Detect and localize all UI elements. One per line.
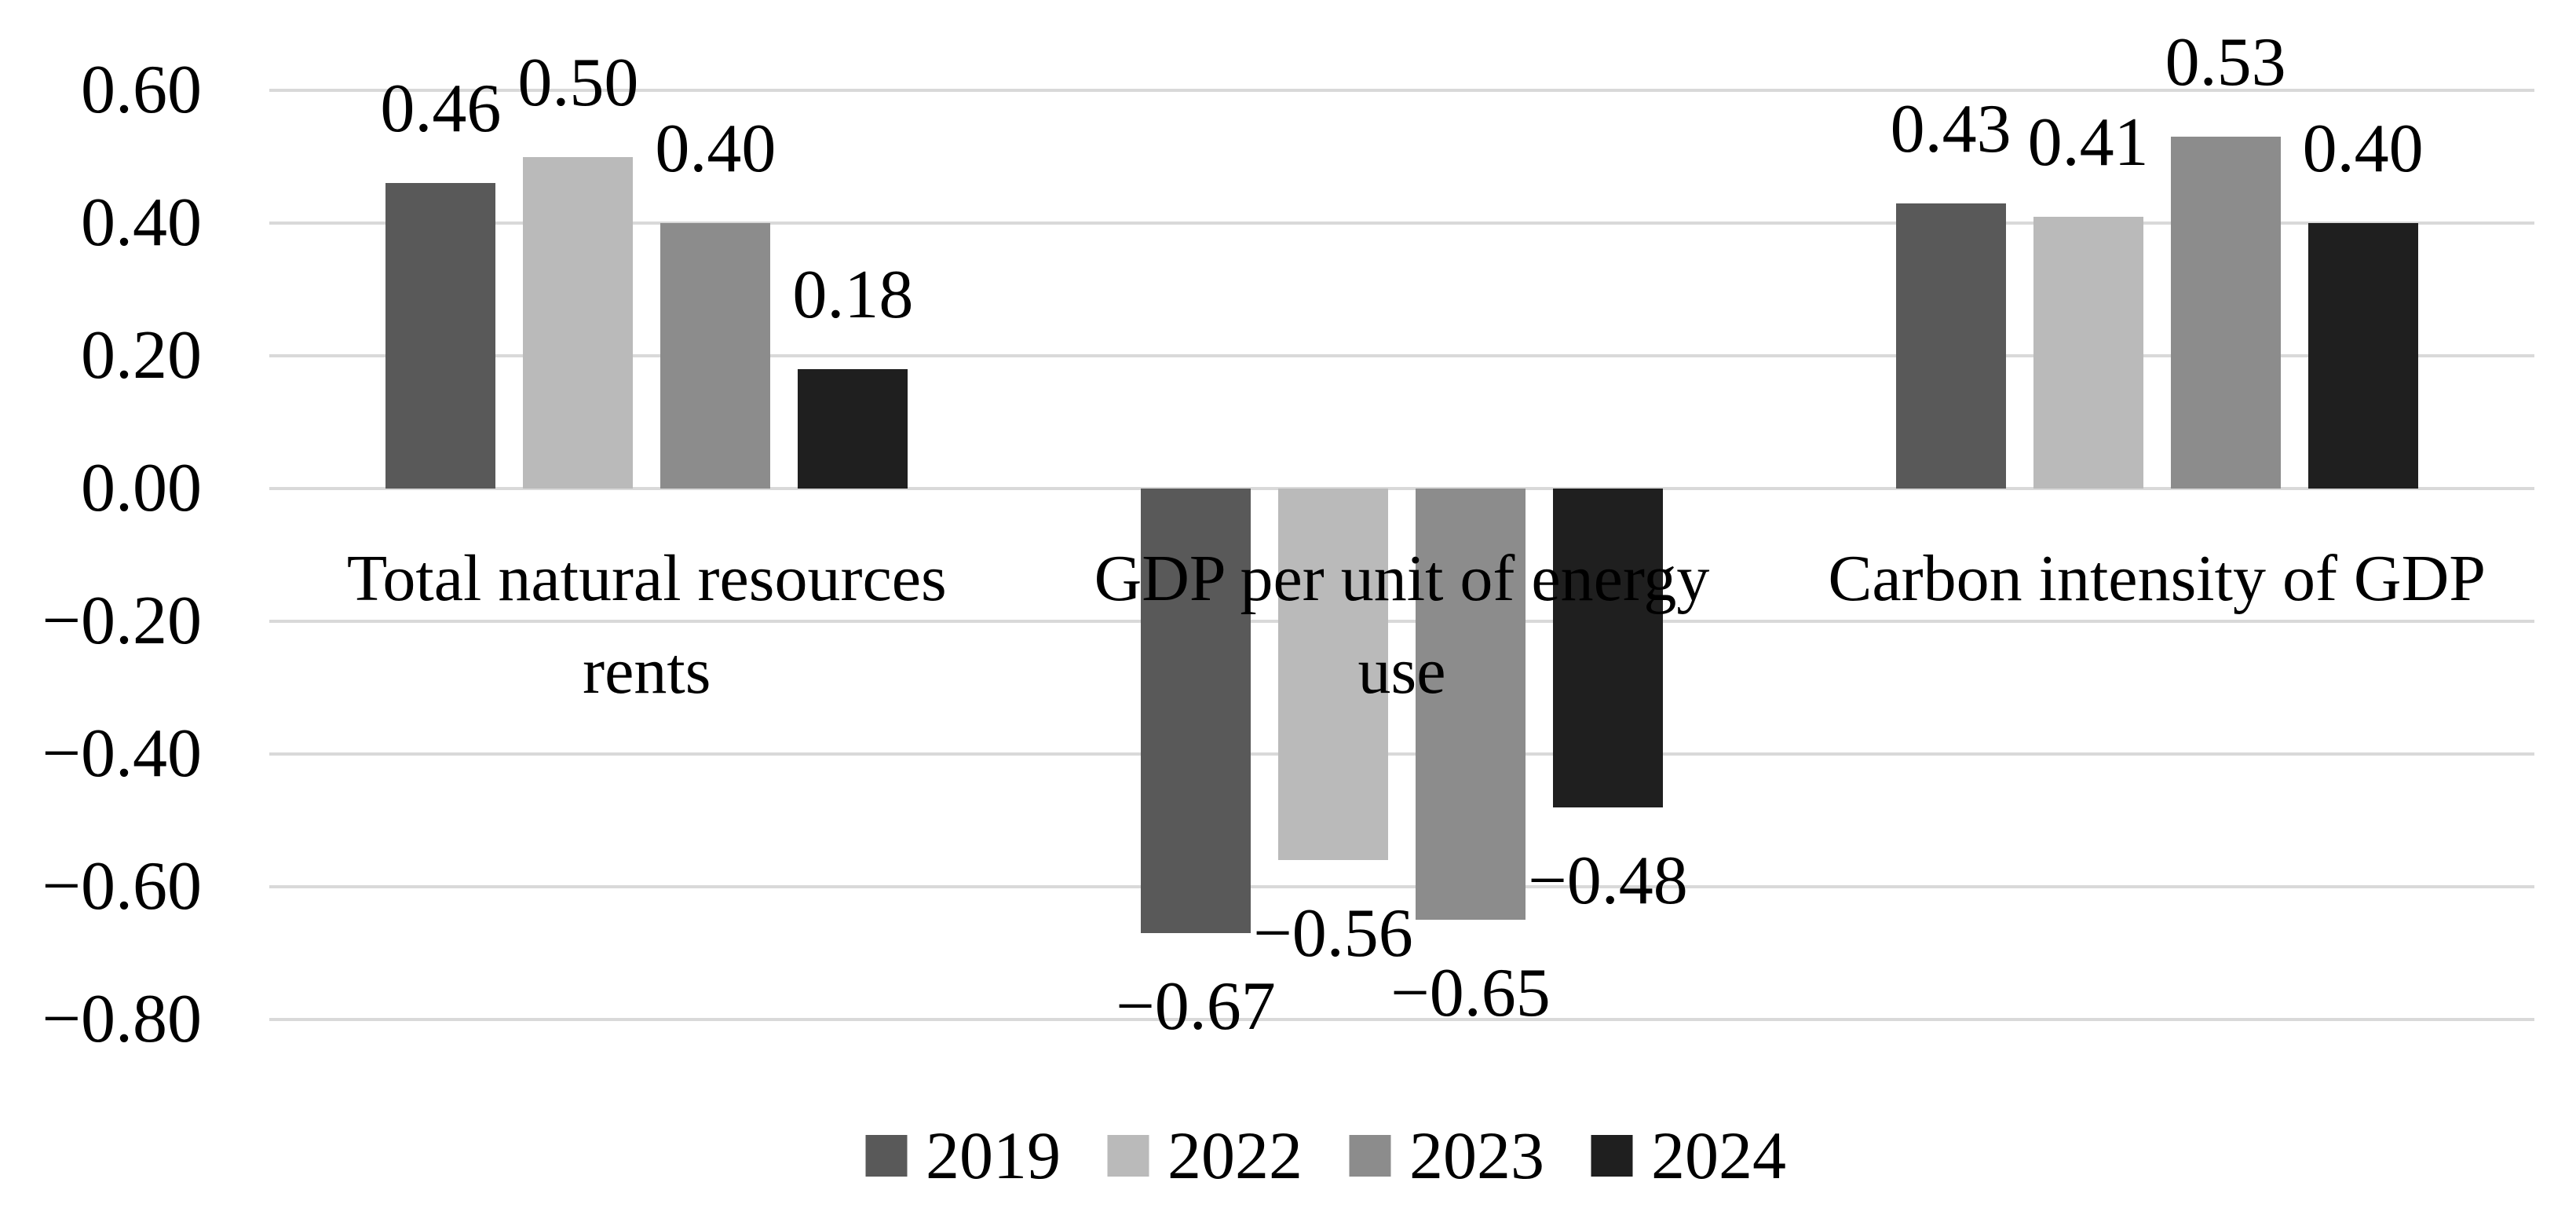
- bar-value-label: 0.18: [792, 256, 914, 333]
- bar-value-label: −0.67: [1116, 968, 1276, 1045]
- gridline: [269, 1018, 2534, 1021]
- bar: [2033, 216, 2143, 489]
- legend-swatch: [1107, 1134, 1149, 1177]
- bar: [1895, 203, 2006, 489]
- gridline: [269, 354, 2534, 357]
- legend-label: 2022: [1167, 1118, 1303, 1193]
- legend-item: 2019: [865, 1122, 1061, 1189]
- bar-value-label: 0.41: [2027, 104, 2149, 181]
- legend-swatch: [1349, 1134, 1390, 1177]
- bar-value-label: −0.56: [1253, 895, 1413, 972]
- legend-item: 2022: [1107, 1122, 1303, 1189]
- y-axis-tick-label: 0.00: [81, 450, 202, 526]
- category-label: Total natural resources rents: [346, 542, 947, 708]
- gridline: [269, 620, 2534, 623]
- bar: [523, 156, 634, 489]
- legend-item: 2024: [1591, 1122, 1786, 1189]
- category-label: Carbon intensity of GDP: [1828, 542, 2486, 615]
- bar: [2170, 137, 2281, 489]
- legend-label: 2023: [1409, 1118, 1544, 1193]
- y-axis-tick-label: −0.60: [42, 848, 202, 924]
- y-axis-tick-label: −0.40: [42, 716, 202, 792]
- gridline: [269, 487, 2534, 490]
- y-axis-tick-label: −0.80: [42, 981, 202, 1057]
- gridline: [269, 89, 2534, 92]
- gridline: [269, 752, 2534, 756]
- bar: [1553, 489, 1663, 807]
- bar: [385, 183, 496, 489]
- legend: 2019 2022 2023 2024: [865, 1114, 1786, 1197]
- y-axis-tick-label: 0.40: [81, 185, 202, 261]
- legend-label: 2019: [926, 1118, 1061, 1193]
- bar-value-label: 0.40: [2302, 111, 2424, 187]
- bar: [1416, 489, 1526, 921]
- gridline: [269, 885, 2534, 888]
- bar: [2307, 223, 2418, 489]
- gridline: [269, 221, 2534, 225]
- legend-swatch: [865, 1134, 907, 1177]
- bar: [1278, 489, 1388, 861]
- bar: [798, 368, 908, 489]
- legend-item: 2023: [1349, 1122, 1544, 1189]
- bar-value-label: 0.53: [2165, 24, 2286, 101]
- bar-value-label: 0.46: [380, 71, 502, 148]
- bar-value-label: 0.40: [655, 111, 776, 187]
- bar-value-label: −0.65: [1390, 955, 1551, 1032]
- bar-value-label: 0.43: [1890, 90, 2011, 167]
- y-axis-tick-label: 0.20: [81, 317, 202, 394]
- bar-value-label: −0.48: [1528, 842, 1688, 919]
- legend-swatch: [1591, 1134, 1632, 1177]
- legend-label: 2024: [1651, 1118, 1786, 1193]
- bar: [660, 223, 771, 489]
- y-axis-tick-label: −0.20: [42, 583, 202, 659]
- bar-value-label: 0.50: [517, 44, 639, 121]
- bar: [1141, 489, 1251, 934]
- category-label: GDP per unit of energy use: [1094, 542, 1710, 708]
- y-axis-tick-label: 0.60: [81, 52, 202, 128]
